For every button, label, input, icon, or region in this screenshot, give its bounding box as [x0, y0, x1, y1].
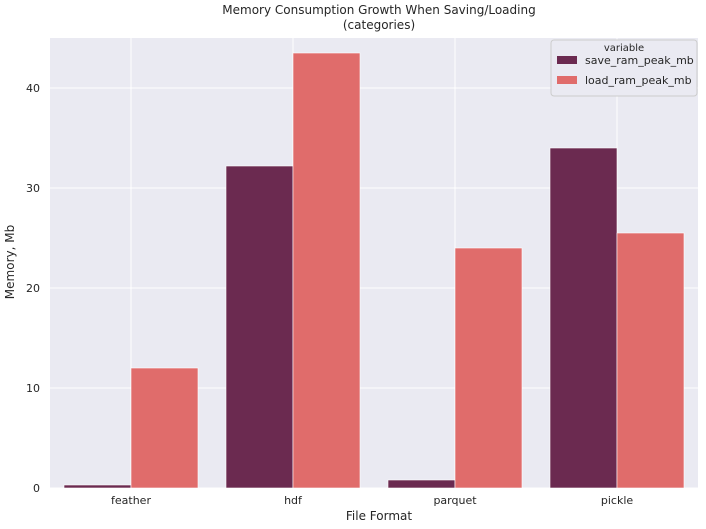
y-tick-label: 20 [26, 282, 40, 295]
bar-save_ram_peak_mb-parquet [387, 479, 456, 489]
bar-save_ram_peak_mb-feather [63, 484, 132, 489]
chart-title: Memory Consumption Growth When Saving/Lo… [222, 3, 535, 17]
bar-load_ram_peak_mb-hdf [292, 52, 361, 489]
bar-load_ram_peak_mb-feather [130, 367, 199, 489]
bar-load_ram_peak_mb-pickle [616, 232, 685, 489]
y-tick-label: 0 [33, 482, 40, 495]
y-tick-label: 10 [26, 382, 40, 395]
y-tick-label: 30 [26, 182, 40, 195]
bar-save_ram_peak_mb-pickle [549, 147, 618, 489]
legend-title: variable [604, 43, 644, 54]
y-axis-title: Memory, Mb [3, 225, 17, 299]
x-tick-label: pickle [601, 494, 634, 507]
legend-label-save: save_ram_peak_mb [585, 54, 694, 67]
legend-label-load: load_ram_peak_mb [585, 74, 692, 87]
x-axis-title: File Format [346, 509, 412, 523]
x-tick-label: feather [111, 494, 151, 507]
bar-save_ram_peak_mb-hdf [225, 165, 294, 489]
legend-box [550, 39, 698, 97]
bar-load_ram_peak_mb-parquet [454, 247, 523, 489]
x-axis: feather hdf parquet pickle [111, 494, 633, 507]
y-tick-label: 40 [26, 82, 40, 95]
legend: variable save_ram_peak_mb load_ram_peak_… [550, 39, 698, 97]
legend-swatch-load [557, 76, 577, 84]
x-tick-label: hdf [284, 494, 303, 507]
chart-subtitle: (categories) [343, 18, 415, 32]
x-tick-label: parquet [433, 494, 477, 507]
y-axis: 0 10 20 30 40 [26, 82, 40, 495]
legend-swatch-save [557, 56, 577, 64]
bars [63, 52, 685, 489]
